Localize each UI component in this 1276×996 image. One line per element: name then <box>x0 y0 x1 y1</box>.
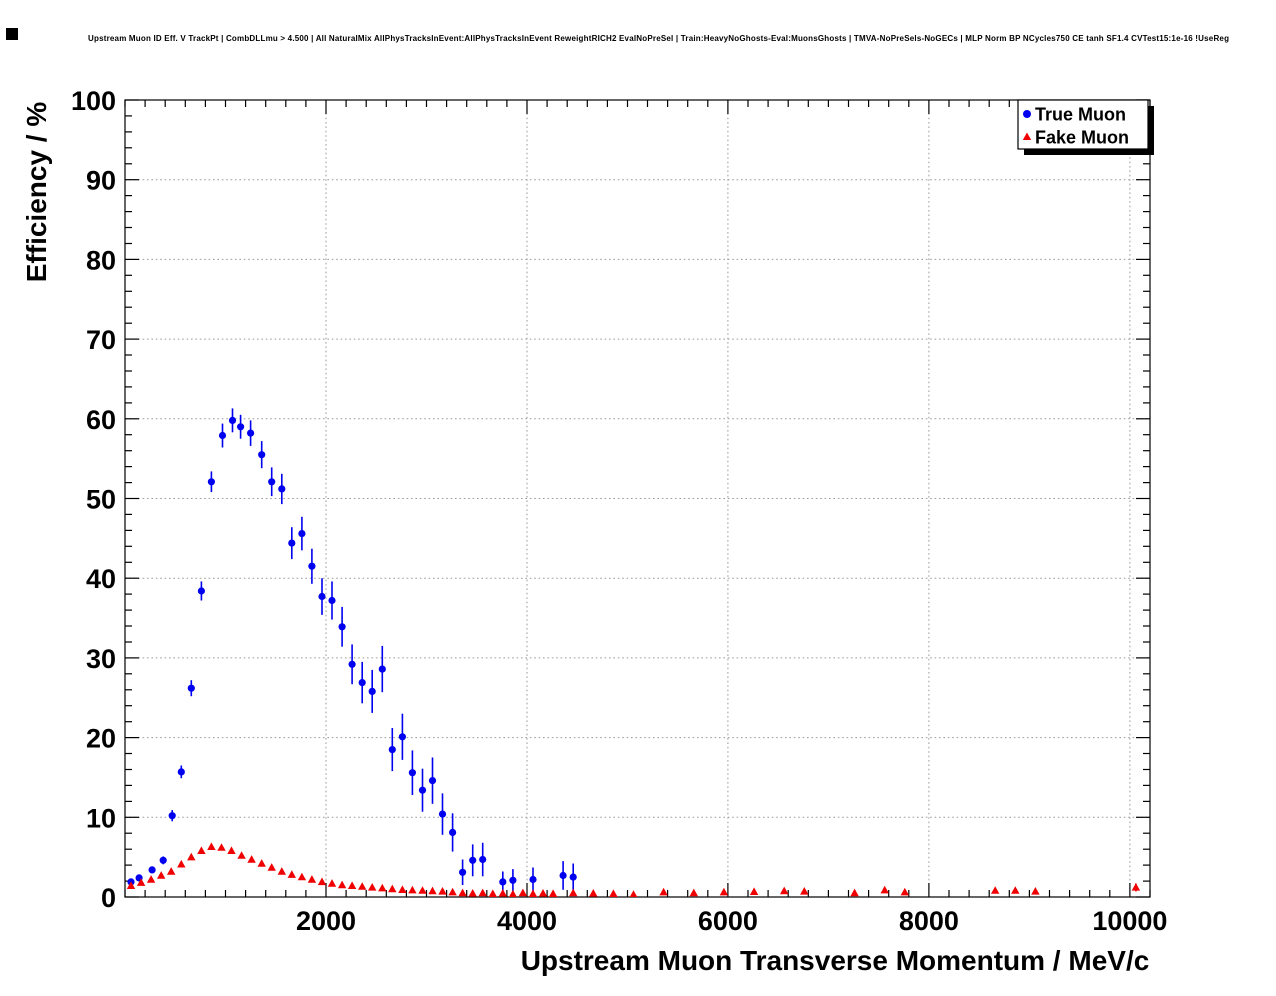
y-tick-label: 70 <box>86 325 116 355</box>
series-true-muon <box>127 408 577 893</box>
x-axis-title: Upstream Muon Transverse Momentum / MeV/… <box>521 945 1150 976</box>
y-tick-label: 40 <box>86 564 116 594</box>
grid-lines <box>125 100 1150 897</box>
y-tick-label: 20 <box>86 724 116 754</box>
legend-label: True Muon <box>1035 105 1126 125</box>
y-tick-label: 30 <box>86 644 116 674</box>
y-tick-label: 100 <box>71 86 116 116</box>
y-tick-label: 60 <box>86 405 116 435</box>
legend-label: Fake Muon <box>1035 128 1129 148</box>
axis-tick-labels: 2000 4000 6000 8000 10000 0 10 20 30 40 50 60 70 80 90… <box>71 86 1168 936</box>
plot-title: Upstream Muon ID Eff. V TrackPt | CombDL… <box>88 34 1230 43</box>
canvas-corner-marker <box>6 28 18 40</box>
y-tick-label: 10 <box>86 803 116 833</box>
legend-marker-triangle <box>1022 132 1032 140</box>
y-tick-label: 0 <box>101 883 116 913</box>
x-tick-label: 10000 <box>1092 906 1167 936</box>
y-tick-label: 80 <box>86 245 116 275</box>
x-tick-label: 4000 <box>497 906 557 936</box>
y-axis-title: Efficiency / % <box>21 102 52 283</box>
series-fake-muon <box>126 842 1141 897</box>
legend: True Muon Fake Muon <box>1017 99 1154 155</box>
y-tick-label: 50 <box>86 485 116 515</box>
y-tick-label: 90 <box>86 166 116 196</box>
axis-ticks <box>124 99 1151 898</box>
x-tick-label: 2000 <box>296 906 356 936</box>
legend-marker-circle <box>1023 110 1031 118</box>
x-tick-label: 8000 <box>899 906 959 936</box>
legend-box <box>1017 99 1149 150</box>
x-tick-label: 6000 <box>698 906 758 936</box>
